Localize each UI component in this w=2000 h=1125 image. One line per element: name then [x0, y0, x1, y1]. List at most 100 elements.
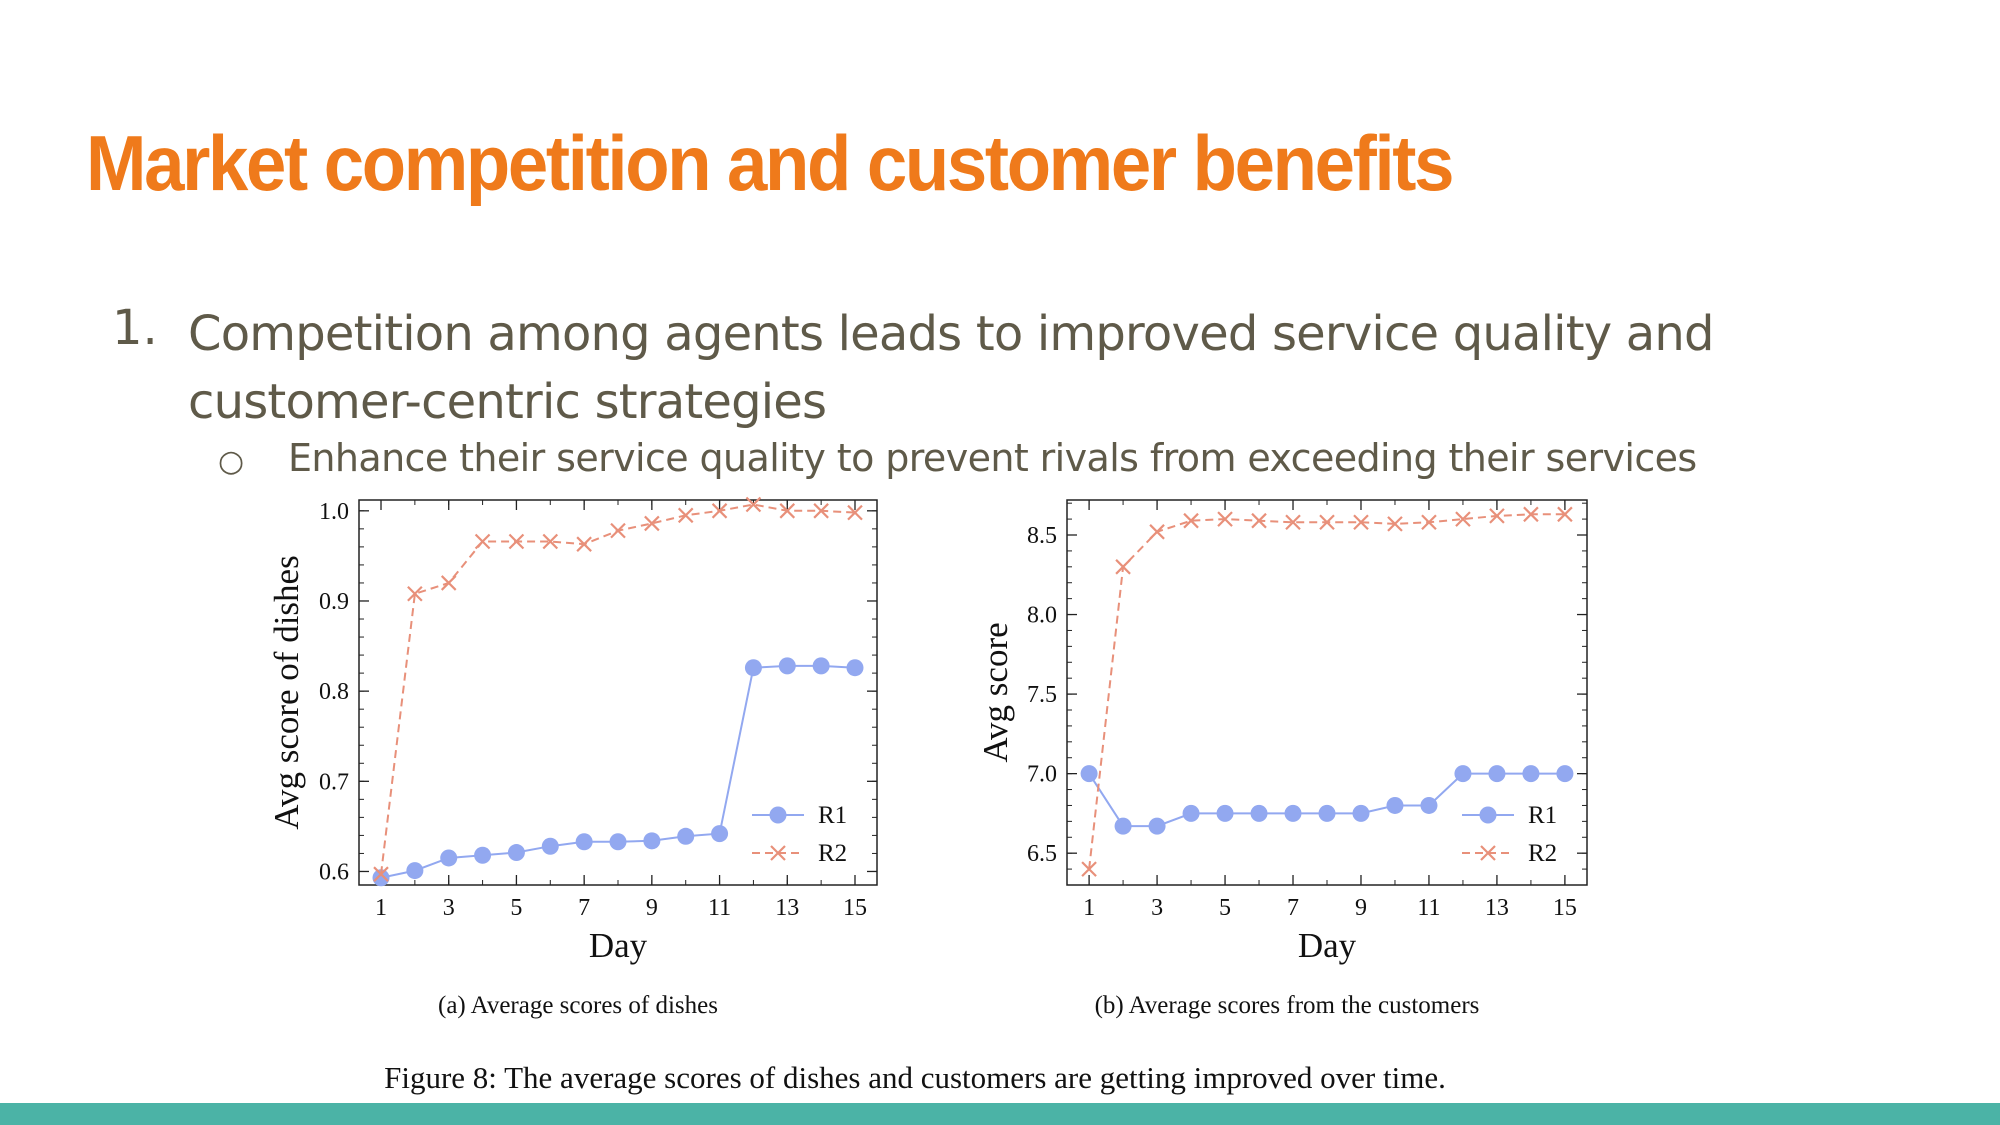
x-axis-label: Day [589, 926, 648, 965]
data-point-r1 [406, 862, 424, 880]
x-tick-label: 11 [708, 895, 731, 921]
data-point-r2 [1421, 514, 1437, 531]
data-point-r1 [609, 833, 627, 851]
data-point-r2 [711, 503, 728, 519]
data-point-r2 [1387, 516, 1403, 532]
data-point-r2 [1455, 511, 1471, 527]
data-point-r2 [1081, 861, 1097, 877]
y-tick-label: 6.5 [1027, 841, 1057, 867]
y-tick-label: 8.0 [1027, 603, 1057, 629]
data-point-r2 [508, 533, 525, 550]
x-tick-label: 9 [1355, 895, 1367, 921]
footer-bar [0, 1103, 2000, 1125]
data-point-r2 [779, 503, 796, 519]
data-point-r2 [576, 536, 592, 552]
data-point-r1 [474, 846, 492, 864]
bullet-number: 1. [112, 300, 158, 356]
slide-title: Market competition and customer benefits [86, 119, 1454, 207]
data-point-r1 [1148, 817, 1166, 835]
data-point-r1 [1216, 804, 1234, 822]
data-point-r1 [677, 827, 695, 845]
data-point-r1 [1556, 765, 1574, 783]
y-tick-label: 7.0 [1027, 762, 1057, 788]
data-point-r2 [644, 515, 660, 532]
x-tick-label: 1 [1083, 895, 1095, 921]
figure-caption: Figure 8: The average scores of dishes a… [384, 1060, 1446, 1095]
data-point-r1 [1352, 804, 1370, 822]
data-point-r2 [440, 575, 457, 591]
x-tick-label: 9 [646, 895, 658, 921]
data-point-r1 [575, 833, 593, 851]
x-tick-label: 15 [843, 895, 867, 921]
data-point-r1 [1284, 804, 1302, 822]
y-tick-label: 0.8 [319, 679, 349, 705]
data-point-r2 [1251, 512, 1267, 529]
data-point-r1 [440, 849, 458, 867]
data-point-r2 [847, 504, 863, 521]
data-point-r1 [744, 659, 762, 677]
data-point-r1 [643, 832, 661, 850]
legend-label-r2: R2 [818, 840, 847, 867]
axes-frame [358, 499, 878, 886]
sub-bullet-marker: ○ [218, 444, 245, 479]
legend-label-r1: R1 [1528, 802, 1557, 829]
x-tick-label: 7 [578, 895, 590, 921]
bullet-text: Competition among agents leads to improv… [188, 306, 1715, 430]
data-point-r2 [1353, 514, 1369, 531]
x-tick-label: 5 [510, 895, 522, 921]
data-point-r1 [812, 657, 830, 675]
data-point-r1 [1318, 804, 1336, 822]
y-tick-label: 0.6 [319, 859, 349, 885]
x-tick-label: 1 [375, 895, 387, 921]
y-tick-label: 8.5 [1027, 523, 1057, 549]
data-point-r2 [1183, 512, 1199, 529]
x-tick-label: 3 [1151, 895, 1163, 921]
data-point-r1 [846, 659, 864, 677]
data-point-r1 [711, 825, 729, 843]
legend-marker-r2 [1480, 845, 1496, 861]
axes-frame [1066, 499, 1588, 886]
y-tick-label: 0.9 [319, 589, 349, 615]
data-point-r2 [542, 533, 559, 550]
legend-marker-r1 [769, 806, 787, 824]
data-point-r2 [610, 522, 626, 539]
y-tick-label: 0.7 [319, 769, 349, 795]
data-point-r1 [1080, 765, 1098, 783]
data-point-r1 [1420, 796, 1438, 814]
data-point-r1 [1250, 804, 1268, 822]
data-point-r1 [1454, 765, 1472, 783]
data-point-r1 [1114, 817, 1132, 835]
sub-bullet-text: Enhance their service quality to prevent… [288, 436, 1697, 480]
legend-marker-r2 [770, 845, 786, 861]
data-point-r2 [1115, 559, 1131, 575]
x-tick-label: 7 [1287, 895, 1299, 921]
data-point-r2 [1557, 506, 1573, 523]
subcaption: (b) Average scores from the customers [1095, 992, 1480, 1019]
data-point-r1 [1488, 765, 1506, 783]
data-point-r2 [1319, 514, 1335, 531]
data-point-r2 [1217, 511, 1233, 527]
data-point-r1 [1522, 765, 1540, 783]
legend-marker-r1 [1479, 806, 1497, 824]
x-tick-label: 15 [1553, 895, 1577, 921]
data-point-r2 [373, 866, 389, 882]
x-tick-label: 11 [1417, 895, 1440, 921]
data-point-r2 [474, 533, 491, 550]
data-point-r2 [677, 507, 694, 524]
data-point-r2 [407, 585, 423, 602]
data-point-r1 [778, 657, 796, 675]
data-point-r2 [1149, 524, 1165, 540]
y-axis-label: Avg score of dishes [267, 555, 306, 829]
x-tick-label: 13 [775, 895, 799, 921]
x-tick-label: 5 [1219, 895, 1231, 921]
y-tick-label: 7.5 [1027, 682, 1057, 708]
data-point-r1 [507, 844, 525, 862]
data-point-r2 [1489, 508, 1505, 524]
data-point-r2 [745, 496, 762, 513]
x-tick-label: 3 [443, 895, 455, 921]
data-point-r2 [1523, 506, 1539, 523]
x-tick-label: 13 [1485, 895, 1509, 921]
